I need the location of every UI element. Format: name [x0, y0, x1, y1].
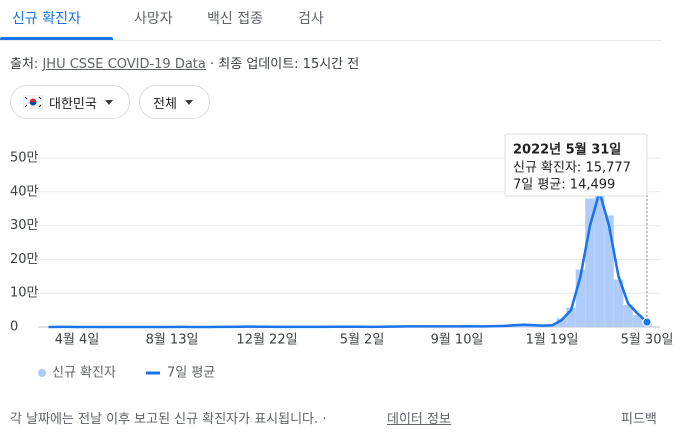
legend-swatch [38, 369, 46, 377]
hover-dot [642, 317, 652, 327]
x-tick-label: 5월 30일 [621, 333, 674, 348]
x-tick-label: 9월 10일 [431, 333, 484, 348]
updated: · 최종 업데이트: 15시간 전 [210, 57, 360, 72]
bar [575, 269, 586, 327]
y-tick-label: 50만 [10, 151, 39, 166]
tab[interactable]: 백신 접종 [207, 11, 263, 27]
chart: 0 10만 20만 30만 40만 50만 4월 4일 8월 13일 12월 22일 5월 2일 9… [10, 133, 674, 381]
source-link[interactable]: JHU CSSE COVID-19 Data [42, 57, 206, 72]
footer-note: 각 날짜에는 전날 이후 보고된 신규 확진자가 표시됩니다. · [10, 412, 327, 427]
bar [594, 137, 605, 327]
y-tick-label: 20만 [10, 252, 39, 267]
x-tick-label: 8월 13일 [146, 333, 199, 348]
y-tick-label: 30만 [10, 218, 39, 233]
y-tick-label: 0 [10, 320, 18, 335]
data-info-link[interactable]: 데이터 정보 [387, 412, 451, 427]
bar [556, 318, 567, 327]
region: 대한민국 [49, 96, 97, 112]
feedback[interactable]: 피드백 [621, 412, 657, 427]
region-dropdown[interactable]: 대한민국 [10, 85, 130, 119]
bar [585, 198, 595, 327]
x-tick-label: 5월 2일 [340, 333, 385, 348]
tab-bar: 신규 확진자 사망자 백신 접종 검사 [0, 0, 662, 41]
tab[interactable]: 검사 [298, 11, 324, 27]
x-tick-label: 1월 19일 [526, 333, 579, 348]
tooltip-date: 2022년 5월 31일 [513, 142, 621, 158]
bar [604, 215, 614, 327]
tooltip-box [504, 133, 648, 197]
tab[interactable]: 신규 확진자 [12, 11, 81, 27]
tab-underline [0, 37, 113, 40]
flag [23, 95, 43, 109]
legend-label: 신규 확진자 [52, 366, 116, 381]
legend-label: 7일 평균 [167, 366, 215, 381]
scope: 전체 [153, 96, 177, 112]
bar [613, 279, 624, 327]
tooltip-row: 신규 확진자: 15,777 [513, 161, 631, 176]
source-prefix: 출처: [10, 57, 39, 72]
x-tick-label: 4월 4일 [55, 333, 100, 348]
bar [566, 307, 576, 327]
tab[interactable]: 사망자 [134, 11, 173, 27]
source-line: 출처: JHU CSSE COVID-19 Data · 최종 업데이트: 15… [10, 53, 359, 72]
bar [623, 305, 633, 327]
avg-line [48, 190, 648, 329]
tooltip-row: 7일 평균: 14,499 [513, 178, 615, 193]
scope-dropdown[interactable]: 전체 [139, 85, 210, 119]
y-tick-label: 40만 [10, 184, 39, 199]
x-tick-label: 12월 22일 [236, 333, 297, 348]
bar [632, 315, 643, 327]
y-tick-label: 10만 [10, 286, 39, 301]
